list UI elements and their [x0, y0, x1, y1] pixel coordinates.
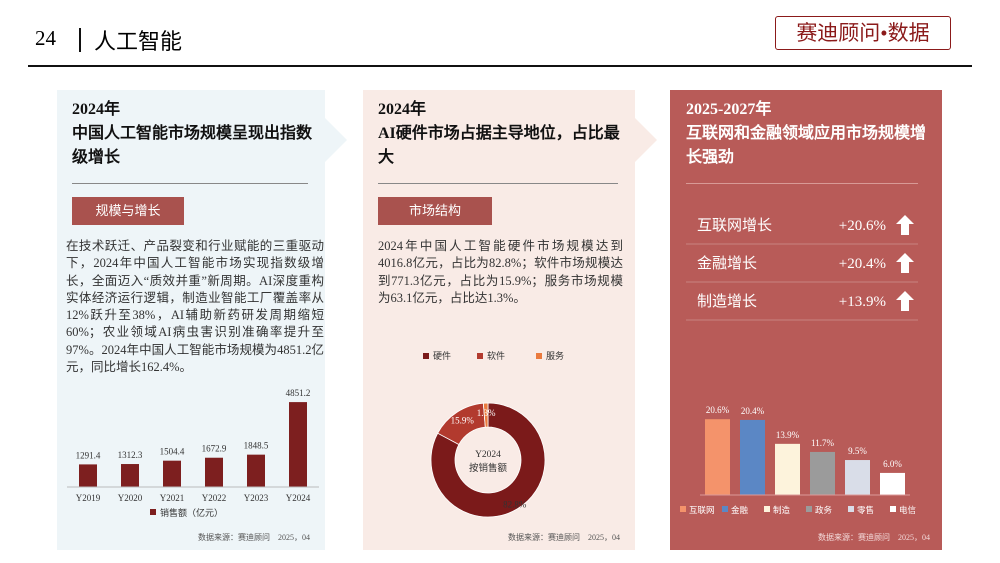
brand: 赛迪顾问•数据: [775, 16, 951, 50]
legend-swatch: [722, 506, 728, 512]
legend-swatch: [536, 353, 542, 359]
value-label: 20.4%: [741, 406, 765, 416]
year: 2025-2027年: [686, 101, 772, 118]
bar: [880, 472, 905, 495]
legend-label: 软件: [487, 350, 505, 361]
title: 互联网和金融领域应用市场规模增长强劲: [686, 125, 927, 166]
value-label: 6.0%: [883, 459, 902, 469]
legend-label: 零售: [857, 505, 874, 515]
year: 2024年: [72, 101, 121, 118]
panel-title: 2024年 AI硬件市场占据主导地位，占比最大: [378, 98, 628, 170]
legend-swatch: [680, 506, 686, 512]
divider: [79, 28, 81, 52]
value-label: 9.5%: [848, 446, 867, 456]
value-label: 1.3%: [477, 408, 496, 418]
x-tick-label: Y2021: [160, 493, 185, 503]
panel: [57, 90, 325, 550]
legend-swatch: [764, 506, 770, 512]
donut-slice: [430, 402, 546, 518]
value-label: 20.6%: [706, 405, 730, 415]
value-label: 1504.4: [160, 447, 185, 457]
rule: [72, 183, 308, 184]
row-label: 制造增长: [697, 293, 757, 310]
up-arrow: [896, 215, 914, 235]
bar: [810, 451, 835, 495]
x-tick-label: Y2020: [118, 493, 143, 503]
legend-swatch: [150, 509, 156, 515]
rule: [378, 183, 618, 184]
bar: [845, 460, 870, 495]
center-label: 按销售额: [469, 462, 508, 474]
value-label: 1672.9: [202, 444, 227, 454]
bar: [121, 464, 139, 487]
source: 数据来源：赛迪顾问 2025，04: [508, 532, 620, 542]
legend-swatch: [848, 506, 854, 512]
x-tick-label: Y2023: [244, 493, 269, 503]
panel: [363, 90, 635, 550]
bar: [289, 402, 307, 487]
paragraph: 在技术跃迁、产品裂变和行业赋能的三重驱动下，2024年中国人工智能市场实现指数级…: [66, 239, 324, 375]
bar: [205, 457, 223, 487]
legend-label: 制造: [773, 505, 791, 515]
legend-label: 政务: [815, 505, 833, 515]
row-value: +20.6%: [839, 218, 886, 234]
bar: [740, 419, 765, 495]
legend-swatch: [477, 353, 483, 359]
up-arrow: [896, 253, 914, 273]
panel-title: 2024年中国人工智能市场规模呈现出指数级增长: [72, 98, 322, 170]
header-rule: [28, 65, 972, 67]
center-label: Y2024: [475, 450, 501, 460]
panel-title: 2025-2027年互联网和金融领域应用市场规模增长强劲: [686, 98, 936, 170]
paragraph: 2024年中国人工智能硬件市场规模达到4016.8亿元，占比为82.8%；软件市…: [378, 239, 623, 305]
legend-label: 金融: [731, 505, 749, 515]
legend-swatch: [890, 506, 896, 512]
bar: [247, 454, 265, 487]
legend-label: 销售额（亿元）: [160, 507, 223, 518]
bar: [705, 419, 730, 495]
legend-label: 互联网: [689, 505, 715, 515]
source: 数据来源：赛迪顾问 2025，04: [198, 532, 310, 542]
up-arrow: [896, 291, 914, 311]
header-title: 人工智能: [94, 29, 183, 54]
row-value: +20.4%: [839, 256, 886, 272]
row-label: 互联网增长: [697, 217, 772, 234]
rule: [686, 183, 918, 184]
row-value: +13.9%: [839, 294, 886, 310]
value-label: 11.7%: [811, 438, 834, 448]
value-label: 82.8%: [503, 500, 527, 510]
year: 2024年: [378, 101, 427, 118]
bar: [775, 443, 800, 495]
tag: 市场结构: [378, 197, 492, 225]
title: 中国人工智能市场规模呈现出指数级增长: [72, 125, 313, 166]
legend-label: 硬件: [433, 350, 451, 361]
value-label: 1848.5: [244, 441, 269, 451]
bar: [79, 464, 97, 487]
value-label: 1312.3: [118, 450, 143, 460]
value-label: 15.9%: [451, 416, 475, 426]
bar: [163, 460, 181, 487]
donut-slice: [482, 402, 489, 428]
row-label: 金融增长: [697, 255, 757, 272]
x-tick-label: Y2022: [202, 493, 227, 503]
legend-swatch: [423, 353, 429, 359]
page-number: 24: [35, 26, 56, 50]
legend-label: 服务: [546, 350, 564, 361]
title: AI硬件市场占据主导地位，占比最大: [378, 125, 620, 166]
value-label: 4851.2: [286, 388, 311, 398]
legend-swatch: [806, 506, 812, 512]
x-tick-label: Y2024: [286, 493, 311, 503]
legend-label: 电信: [899, 505, 917, 515]
x-tick-label: Y2019: [76, 493, 101, 503]
value-label: 1291.4: [76, 450, 101, 460]
value-label: 13.9%: [776, 430, 800, 440]
source: 数据来源：赛迪顾问 2025，04: [818, 532, 930, 542]
tag: 规模与增长: [72, 197, 184, 225]
